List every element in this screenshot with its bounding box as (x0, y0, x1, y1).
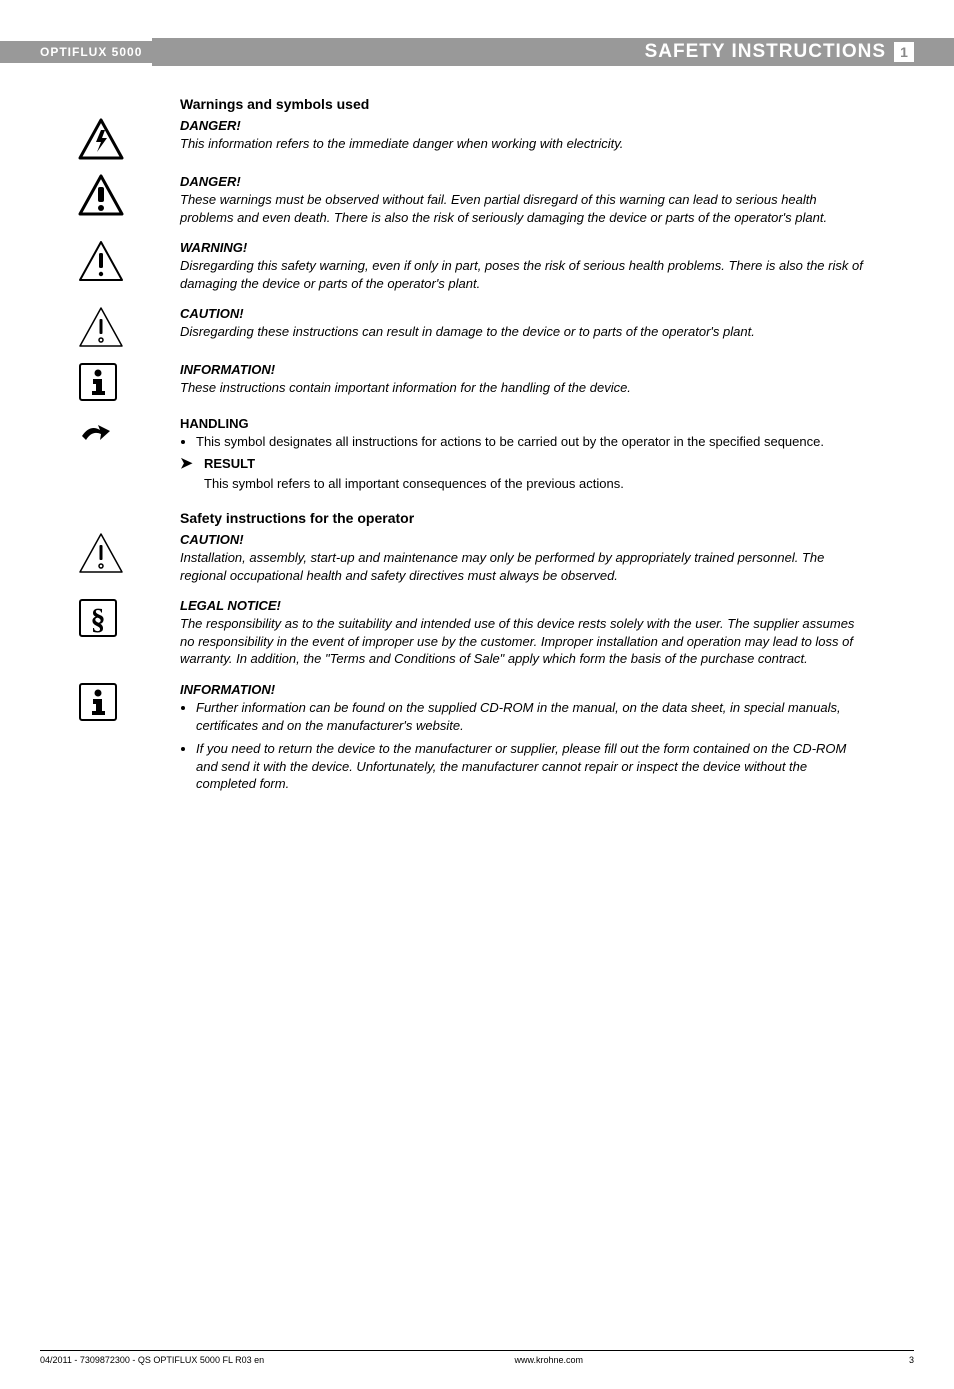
information2-bullet-2: If you need to return the device to the … (196, 740, 864, 793)
danger-icon (78, 174, 124, 216)
information-body: These instructions contain important inf… (180, 379, 864, 397)
caution2-label: CAUTION! (180, 532, 864, 547)
warning-body: Disregarding this safety warning, even i… (180, 257, 864, 292)
header-right: SAFETY INSTRUCTIONS 1 (152, 38, 954, 66)
caution-body: Disregarding these instructions can resu… (180, 323, 864, 341)
danger-electric-body: This information refers to the immediate… (180, 135, 864, 153)
danger-electric-icon (78, 118, 124, 160)
svg-text:§: § (91, 603, 106, 636)
caution-label: CAUTION! (180, 306, 864, 321)
handling-bullet: This symbol designates all instructions … (196, 433, 864, 451)
caution-icon (78, 306, 124, 348)
danger-label: DANGER! (180, 174, 864, 189)
danger-block: DANGER! These warnings must be observed … (40, 174, 914, 226)
caution-block: CAUTION! Disregarding these instructions… (40, 306, 914, 348)
information2-bullets: Further information can be found on the … (180, 699, 864, 793)
result-arrow-icon: ➤ (180, 455, 204, 473)
legal-label: LEGAL NOTICE! (180, 598, 864, 613)
footer: 04/2011 - 7309872300 - QS OPTIFLUX 5000 … (40, 1350, 914, 1365)
danger-electric-label: DANGER! (180, 118, 864, 133)
warning-block: WARNING! Disregarding this safety warnin… (40, 240, 914, 292)
information2-block: INFORMATION! Further information can be … (40, 682, 914, 799)
legal-block: § LEGAL NOTICE! The responsibility as to… (40, 598, 914, 668)
caution2-body: Installation, assembly, start-up and mai… (180, 549, 864, 584)
section-number: 1 (894, 42, 914, 62)
legal-icon: § (78, 598, 118, 638)
caution2-block: CAUTION! Installation, assembly, start-u… (40, 532, 914, 584)
information2-bullet-1: Further information can be found on the … (196, 699, 864, 734)
footer-right: 3 (909, 1355, 914, 1365)
warning-icon (78, 240, 124, 282)
footer-left: 04/2011 - 7309872300 - QS OPTIFLUX 5000 … (40, 1355, 435, 1365)
result-label: RESULT (204, 456, 255, 471)
handling-bullets: This symbol designates all instructions … (180, 433, 864, 451)
information2-icon (78, 682, 118, 722)
information-block: INFORMATION! These instructions contain … (40, 362, 914, 402)
legal-body: The responsibility as to the suitability… (180, 615, 864, 668)
product-name: OPTIFLUX 5000 (0, 41, 152, 63)
section-title-1: Warnings and symbols used (180, 96, 914, 112)
handling-label: HANDLING (180, 416, 864, 431)
result-body: This symbol refers to all important cons… (204, 475, 864, 493)
footer-center: www.krohne.com (435, 1355, 910, 1365)
danger-body: These warnings must be observed without … (180, 191, 864, 226)
caution2-icon (78, 532, 124, 574)
content: Warnings and symbols used DANGER! This i… (0, 96, 954, 799)
result-row: ➤ RESULT (180, 455, 864, 473)
warning-label: WARNING! (180, 240, 864, 255)
handling-icon (78, 416, 118, 448)
handling-block: HANDLING This symbol designates all inst… (40, 416, 914, 492)
information-label: INFORMATION! (180, 362, 864, 377)
header-bar: OPTIFLUX 5000 SAFETY INSTRUCTIONS 1 (0, 38, 954, 66)
information2-label: INFORMATION! (180, 682, 864, 697)
danger-electric-block: DANGER! This information refers to the i… (40, 118, 914, 160)
section-title-2: Safety instructions for the operator (180, 510, 914, 526)
page-title: SAFETY INSTRUCTIONS (645, 41, 886, 63)
information-icon (78, 362, 118, 402)
